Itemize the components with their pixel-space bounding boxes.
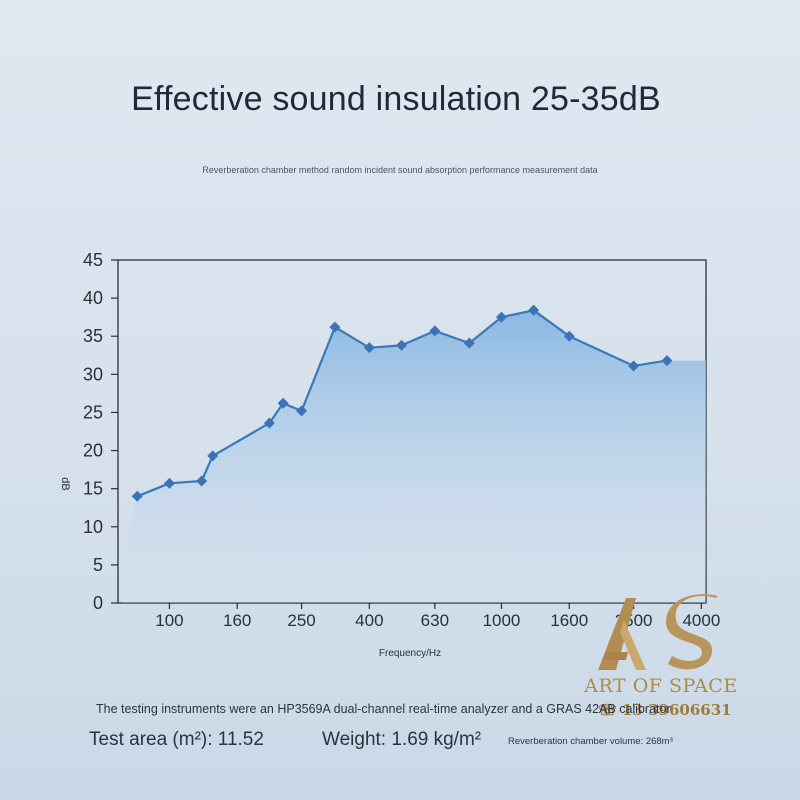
data-point-marker [396, 339, 408, 351]
test-area-stat: Test area (m²): 11.52 [89, 729, 264, 750]
x-tick-label: 400 [355, 611, 383, 630]
data-point-marker [329, 321, 341, 333]
data-point-marker [563, 330, 575, 342]
data-point-marker [163, 477, 175, 489]
y-tick-label: 5 [93, 555, 103, 575]
instrument-note: The testing instruments were an HP3569A … [96, 702, 671, 716]
data-point-marker [528, 304, 540, 316]
y-tick-label: 0 [93, 593, 103, 613]
y-tick-label: 25 [83, 402, 103, 422]
chamber-volume-stat: Reverberation chamber volume: 268m³ [508, 736, 673, 747]
data-area [122, 310, 706, 603]
data-point-marker [207, 450, 219, 462]
x-tick-label: 630 [421, 611, 449, 630]
chart-subtitle: Reverberation chamber method random inci… [202, 165, 598, 175]
data-point-marker [196, 475, 208, 487]
y-tick-label: 15 [83, 479, 103, 499]
data-point-marker [463, 337, 475, 349]
y-tick-label: 45 [83, 250, 103, 270]
data-point-marker [131, 490, 143, 502]
data-point-marker [661, 355, 673, 367]
y-axis-label: dB [59, 477, 71, 490]
data-point-marker [495, 311, 507, 323]
y-tick-label: 20 [83, 441, 103, 461]
logo-text: ART OF SPACE [584, 675, 738, 697]
x-tick-label: 1600 [550, 611, 588, 630]
art-of-space-logo: ART OF SPACE ☏ 13 39606631 [576, 590, 746, 730]
x-tick-label: 160 [223, 611, 251, 630]
x-axis-label: Frequency/Hz [379, 648, 441, 659]
y-tick-label: 40 [83, 288, 103, 308]
weight-stat: Weight: 1.69 kg/m² [322, 729, 482, 750]
data-point-marker [263, 417, 275, 429]
y-tick-label: 35 [83, 326, 103, 346]
y-tick-label: 30 [83, 364, 103, 384]
data-point-marker [363, 342, 375, 354]
x-tick-label: 4000 [682, 611, 720, 630]
page-title: Effective sound insulation 25-35dB [131, 80, 661, 118]
data-point-marker [277, 397, 289, 409]
x-tick-label: 1000 [483, 611, 521, 630]
data-point-marker [628, 360, 640, 372]
data-point-marker [429, 325, 441, 337]
logo-phone: ☏ 13 39606631 [598, 701, 732, 719]
data-point-marker [296, 405, 308, 417]
x-tick-label: 250 [287, 611, 315, 630]
y-tick-label: 10 [83, 517, 103, 537]
logo-mark-icon [598, 594, 718, 670]
x-tick-label: 100 [155, 611, 183, 630]
